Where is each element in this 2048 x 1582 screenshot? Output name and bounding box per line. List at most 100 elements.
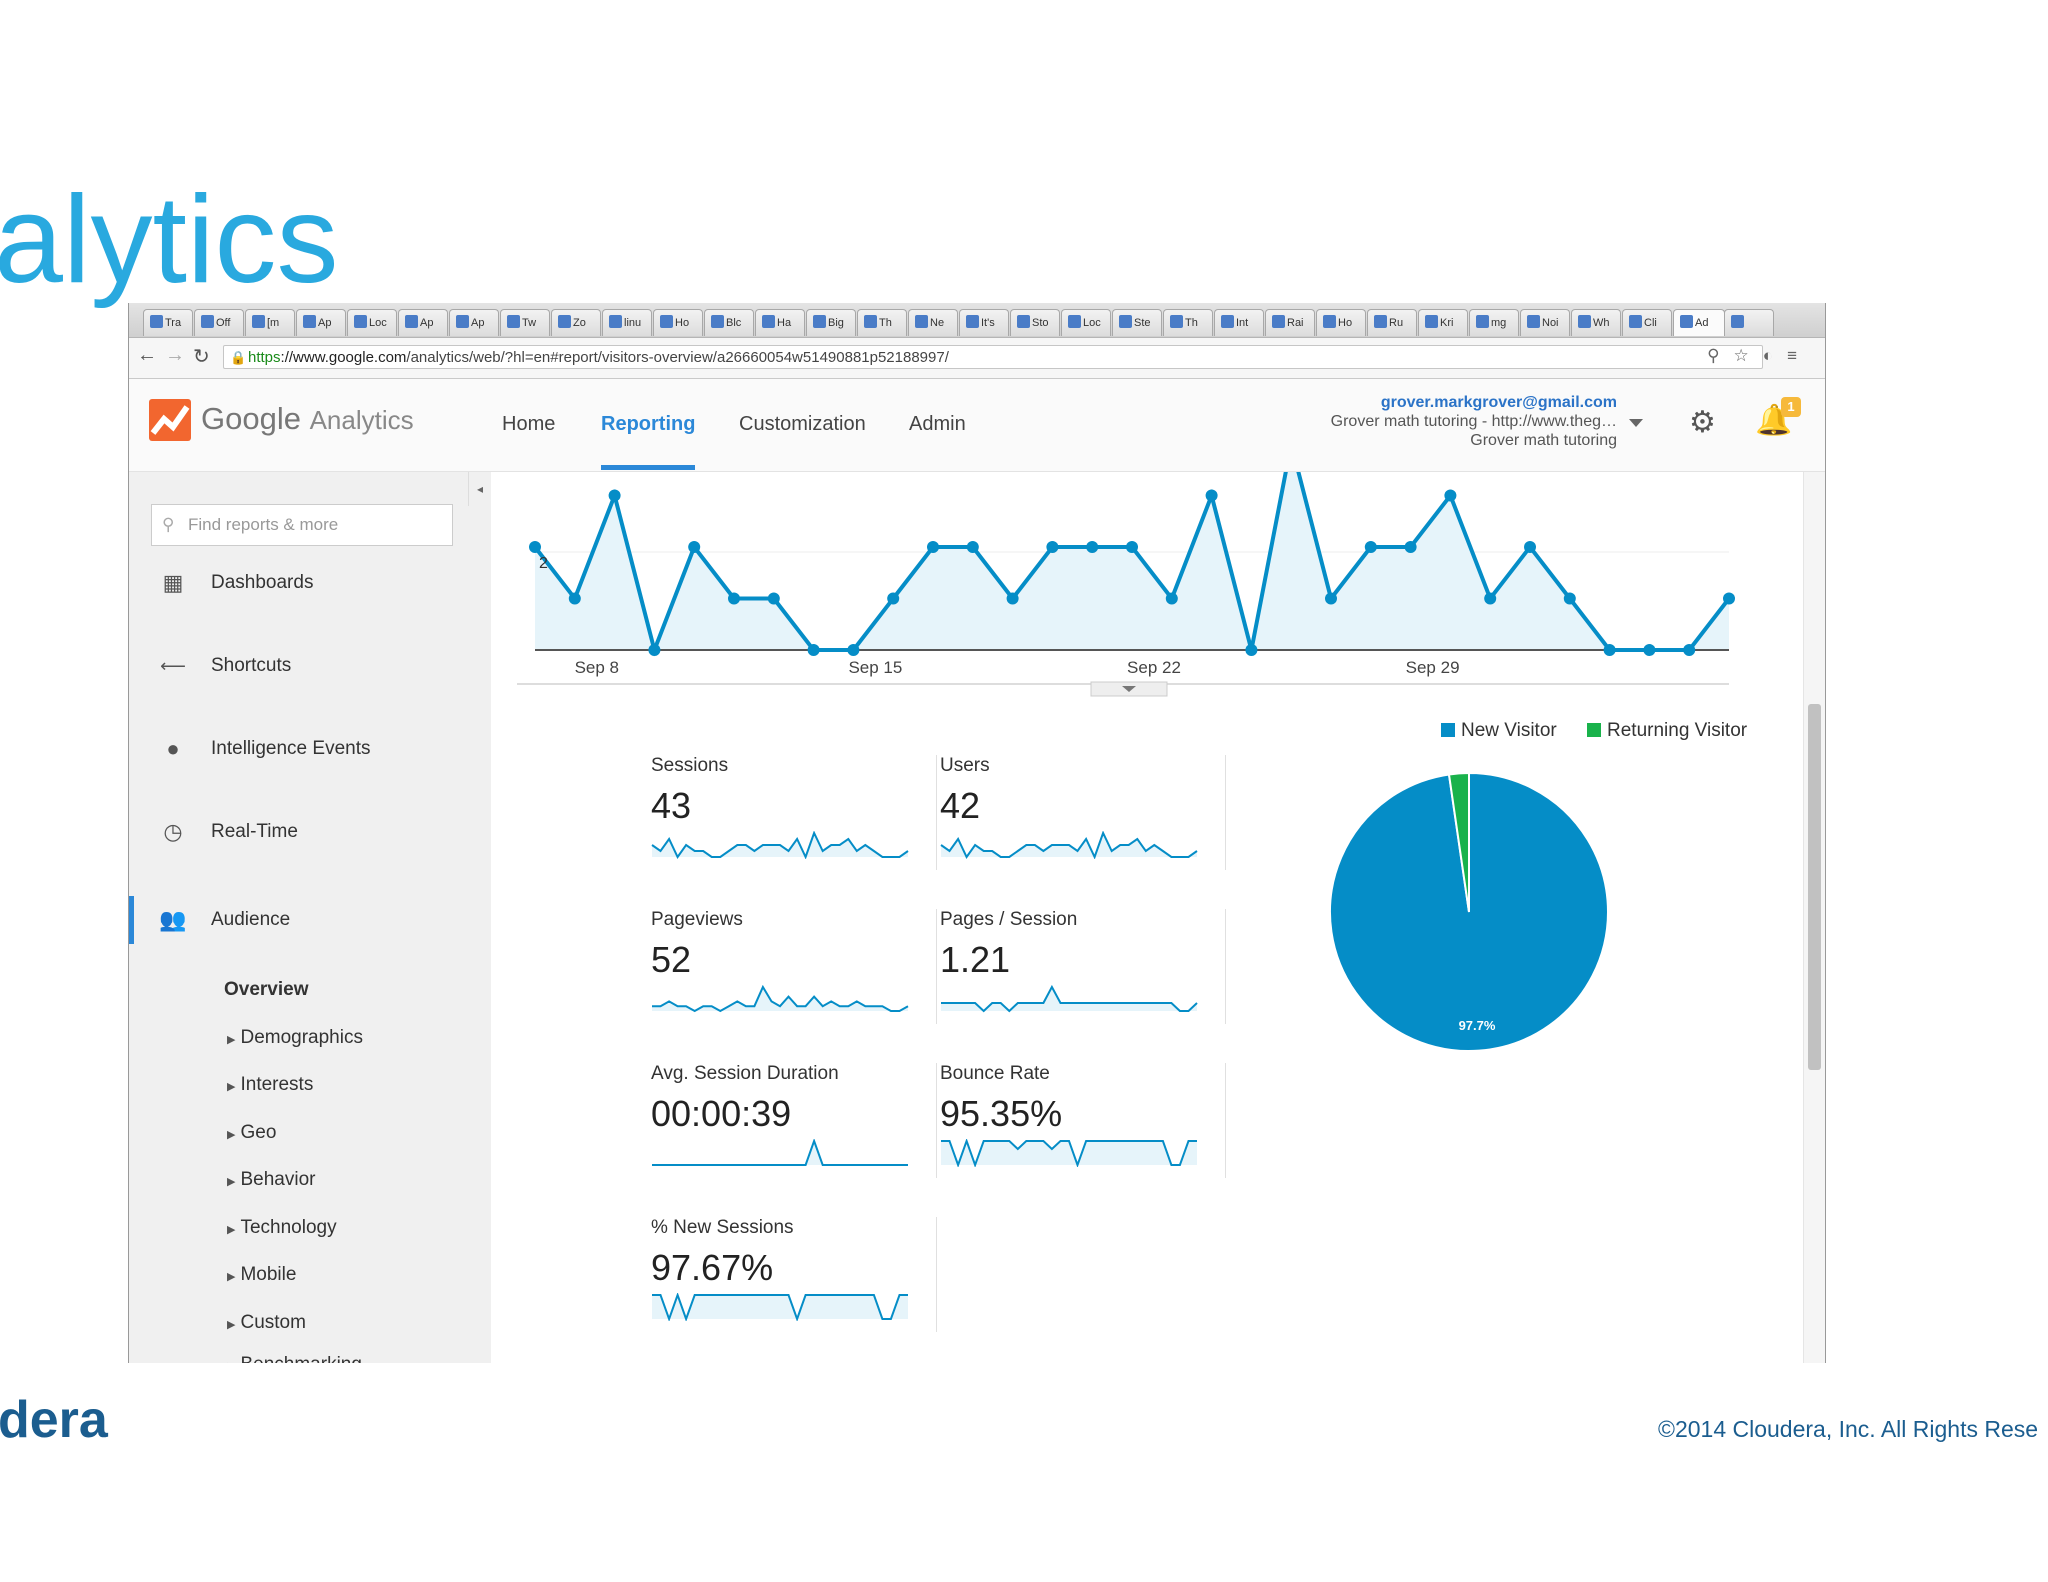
collapse-sidebar-icon[interactable]: ◂ (468, 472, 491, 506)
favicon-icon (966, 315, 979, 328)
browser-tab[interactable]: [m (245, 309, 295, 336)
toolbar-icons: ⚲☆◐≡ (1707, 346, 1811, 366)
browser-tab[interactable]: Ho (653, 309, 703, 336)
metric-value: 42 (940, 785, 980, 827)
caret-right-icon: ▶ (227, 1034, 235, 1046)
favicon-icon (1170, 315, 1183, 328)
sidebar-sub-overview[interactable]: Overview (224, 979, 309, 1001)
ga-brand[interactable]: Google Analytics (201, 401, 414, 437)
browser-tab[interactable]: linu (602, 309, 652, 336)
sidebar-sub-behavior[interactable]: ▶ Behavior (227, 1169, 315, 1191)
browser-tab[interactable]: Zo (551, 309, 601, 336)
browser-tab[interactable]: mg (1469, 309, 1519, 336)
sidebar-item-audience[interactable]: 👥 Audience (129, 896, 491, 944)
gear-icon[interactable]: ⚙ (1689, 405, 1716, 440)
analytics-logo-icon[interactable] (149, 399, 191, 441)
metric-tile[interactable]: Sessions 43 (651, 755, 931, 905)
sidebar-sub-geo[interactable]: ▶ Geo (227, 1122, 276, 1144)
browser-tab[interactable]: Th (857, 309, 907, 336)
favicon-icon (405, 315, 418, 328)
chart-point (728, 593, 740, 605)
extension-icon[interactable]: ◐ (1763, 346, 1787, 365)
reload-icon[interactable]: ↻ (193, 344, 210, 369)
nav-admin[interactable]: Admin (909, 413, 966, 436)
favicon-icon (762, 315, 775, 328)
clock-icon: ◷ (159, 812, 187, 852)
sidebar-sub-custom[interactable]: ▶ Custom (227, 1312, 306, 1334)
browser-tab[interactable]: Th (1163, 309, 1213, 336)
browser-tab[interactable]: Wh (1571, 309, 1621, 336)
chart-point (1086, 541, 1098, 553)
search-placeholder: Find reports & more (188, 515, 338, 534)
browser-tab[interactable]: Ne (908, 309, 958, 336)
metric-tile[interactable]: Avg. Session Duration 00:00:39 (651, 1063, 931, 1213)
metric-divider (936, 1063, 937, 1178)
sidebar-sub-label: Mobile (240, 1264, 296, 1285)
favicon-icon (864, 315, 877, 328)
sidebar-sub-mobile[interactable]: ▶ Mobile (227, 1264, 296, 1286)
browser-tab[interactable]: Ap (296, 309, 346, 336)
metric-tile[interactable]: Users 42 (940, 755, 1220, 905)
browser-tab[interactable]: It's (959, 309, 1009, 336)
browser-tab[interactable]: Loc (1061, 309, 1111, 336)
metric-tile[interactable]: Pages / Session 1.21 (940, 909, 1220, 1059)
browser-tab[interactable]: Rai (1265, 309, 1315, 336)
sidebar-sub-demographics[interactable]: ▶ Demographics (227, 1027, 363, 1049)
tab-label: Ha (777, 317, 791, 329)
browser-tab[interactable]: Loc (347, 309, 397, 336)
metric-sparkline (651, 1139, 909, 1167)
metric-tile[interactable]: Bounce Rate 95.35% (940, 1063, 1220, 1213)
nav-home[interactable]: Home (502, 413, 555, 436)
menu-icon[interactable]: ≡ (1787, 346, 1811, 365)
metric-sparkline (651, 985, 909, 1013)
browser-tab[interactable]: Tw (500, 309, 550, 336)
browser-tab[interactable]: Off (194, 309, 244, 336)
search-input[interactable]: ⚲ Find reports & more (151, 504, 453, 546)
sidebar-sub-interests[interactable]: ▶ Interests (227, 1074, 313, 1096)
tab-label: Th (1185, 317, 1198, 329)
browser-tab[interactable]: Int (1214, 309, 1264, 336)
account-selector[interactable]: grover.markgrover@gmail.com Grover math … (1331, 393, 1617, 450)
favicon-icon (1323, 315, 1336, 328)
star-icon[interactable]: ☆ (1734, 346, 1763, 365)
vertical-scrollbar[interactable] (1803, 472, 1826, 1363)
metric-name: Pages / Session (940, 909, 1077, 931)
sidebar-item-intelligence-events[interactable]: ● Intelligence Events (129, 729, 491, 769)
browser-tab[interactable]: Ad (1673, 309, 1725, 336)
browser-tab[interactable]: Ap (398, 309, 448, 336)
metric-tile[interactable]: % New Sessions 97.67% (651, 1217, 931, 1363)
browser-tab[interactable]: Cli (1622, 309, 1672, 336)
browser-tab[interactable]: Ru (1367, 309, 1417, 336)
sidebar-item-dashboards[interactable]: ▦ Dashboards (129, 563, 491, 603)
browser-tab[interactable]: Ho (1316, 309, 1366, 336)
forward-arrow-icon[interactable]: → (165, 344, 185, 367)
sparkline-line (652, 1141, 908, 1165)
metric-tile[interactable]: Pageviews 52 (651, 909, 931, 1059)
sidebar-sub-benchmarking[interactable]: ▶ Benchmarking (227, 1354, 362, 1363)
nav-reporting[interactable]: Reporting (601, 413, 695, 436)
chart-point (688, 541, 700, 553)
chevron-down-icon[interactable] (1629, 419, 1643, 427)
address-bar[interactable]: 🔒 https://www.google.com/analytics/web/?… (223, 345, 1763, 369)
browser-tab[interactable] (1724, 309, 1774, 336)
favicon-icon (813, 315, 826, 328)
browser-tab[interactable]: Big (806, 309, 856, 336)
tab-label: Ap (318, 317, 331, 329)
favicon-icon (1221, 315, 1234, 328)
back-arrow-icon[interactable]: ← (137, 344, 157, 367)
browser-tab[interactable]: Tra (143, 309, 193, 336)
browser-tab[interactable]: Ha (755, 309, 805, 336)
browser-tab[interactable]: Noi (1520, 309, 1570, 336)
brand-analytics: Analytics (310, 405, 414, 435)
sidebar-item-real-time[interactable]: ◷ Real-Time (129, 812, 491, 852)
browser-tab[interactable]: Kri (1418, 309, 1468, 336)
scrollbar-thumb[interactable] (1808, 704, 1821, 1070)
browser-tab[interactable]: Blc (704, 309, 754, 336)
browser-tab[interactable]: Ste (1112, 309, 1162, 336)
browser-tab[interactable]: Sto (1010, 309, 1060, 336)
zoom-icon[interactable]: ⚲ (1707, 346, 1733, 365)
sidebar-sub-technology[interactable]: ▶ Technology (227, 1217, 337, 1239)
browser-tab[interactable]: Ap (449, 309, 499, 336)
nav-customization[interactable]: Customization (739, 413, 866, 436)
sidebar-item-shortcuts[interactable]: ⟵ Shortcuts (129, 646, 491, 686)
